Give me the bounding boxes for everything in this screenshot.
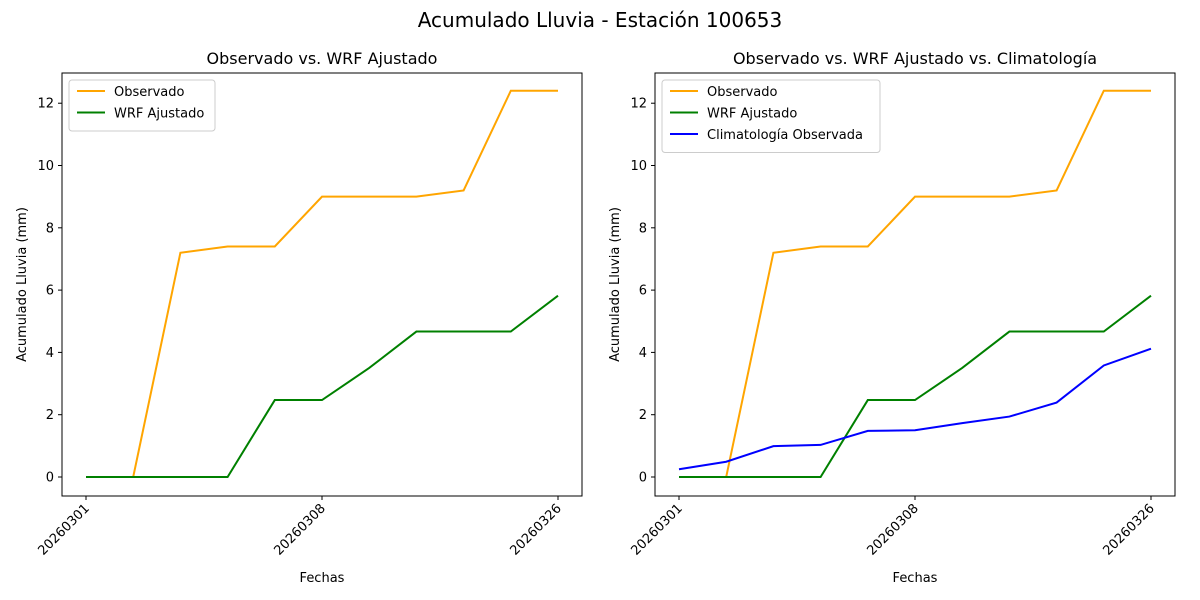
- legend-label: WRF Ajustado: [114, 107, 204, 122]
- axes-frame: [61, 72, 583, 497]
- x-tick-label: 20260326: [1100, 501, 1157, 558]
- y-tick-label: 8: [46, 221, 54, 236]
- x-tick-label: 20260301: [35, 501, 92, 558]
- y-tick-label: 6: [46, 284, 54, 299]
- legend-label: WRF Ajustado: [707, 107, 797, 122]
- series-line-wrf-ajustado: [86, 294, 559, 478]
- y-tick-label: 6: [639, 284, 647, 299]
- subplot-1: Observado vs. WRF Ajustado 0 2 4 6 8 10 12 20260…: [15, 49, 583, 586]
- y-tick-label: 10: [37, 159, 54, 174]
- y-tick-label: 4: [46, 346, 54, 361]
- y-tick-label: 10: [630, 159, 647, 174]
- y-tick-label: 2: [46, 408, 54, 423]
- legend-label: Observado: [114, 85, 185, 100]
- series-line-observado: [86, 89, 558, 478]
- y-tick-label: 8: [639, 221, 647, 236]
- legend-label: Observado: [707, 85, 778, 100]
- y-axis-label: Acumulado Lluvia (mm): [608, 207, 623, 362]
- x-tick-label: 20260308: [271, 501, 328, 558]
- y-tick-label: 12: [630, 97, 647, 112]
- x-axis-label: Fechas: [893, 571, 938, 586]
- legend-box: [68, 79, 216, 132]
- y-tick-label: 0: [639, 470, 647, 485]
- series-line-wrf-ajustado: [679, 294, 1152, 478]
- figure-title: Acumulado Lluvia - Estación 100653: [417, 8, 783, 32]
- legend-box: [661, 79, 881, 153]
- y-axis-label: Acumulado Lluvia (mm): [15, 207, 30, 362]
- series-line-observado: [679, 89, 1151, 478]
- x-tick-label: 20260326: [507, 501, 564, 558]
- x-axis-label: Fechas: [300, 571, 345, 586]
- legend-label: Climatología Observada: [707, 128, 863, 143]
- y-tick-label: 2: [639, 408, 647, 423]
- subplot-title: Observado vs. WRF Ajustado vs. Climatolo…: [733, 49, 1097, 68]
- x-tick-label: 20260301: [628, 501, 685, 558]
- series-line-climatología-observada: [678, 347, 1152, 471]
- subplot-2: Observado vs. WRF Ajustado vs. Climatolo…: [608, 49, 1176, 586]
- x-tick-label: 20260308: [864, 501, 921, 558]
- legend: Observado WRF Ajustado: [68, 79, 216, 132]
- legend: Observado WRF Ajustado Climatología Observ…: [661, 79, 881, 153]
- subplot-title: Observado vs. WRF Ajustado: [207, 49, 438, 68]
- y-tick-label: 0: [46, 470, 54, 485]
- y-tick-label: 12: [37, 97, 54, 112]
- y-tick-label: 4: [639, 346, 647, 361]
